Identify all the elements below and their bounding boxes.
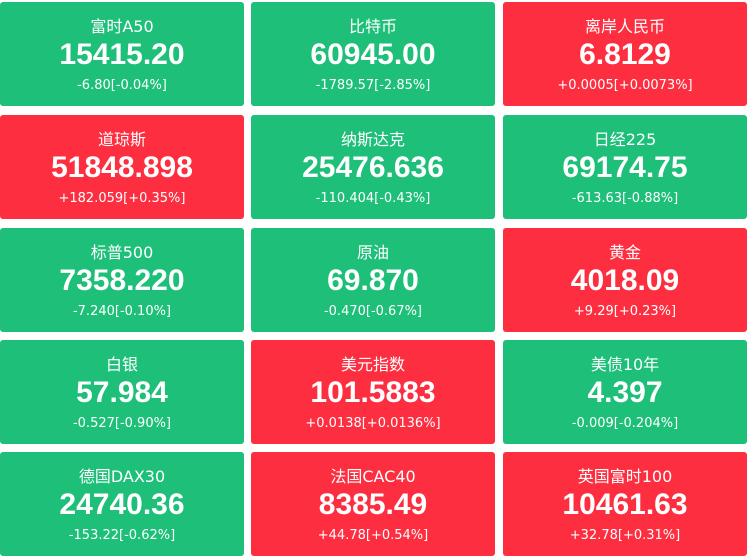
quote-tile: 英国富时100 10461.63 +32.78[+0.31%] <box>503 452 747 556</box>
quote-tile: 标普500 7358.220 -7.240[-0.10%] <box>0 228 244 332</box>
quote-price: 57.984 <box>76 376 168 409</box>
quote-name: 比特币 <box>348 17 397 36</box>
quote-name: 美元指数 <box>340 355 405 374</box>
quote-name: 白银 <box>105 355 138 374</box>
quote-change: -6.80[-0.04%] <box>77 78 167 93</box>
quote-price: 15415.20 <box>59 38 185 71</box>
quote-name: 原油 <box>356 243 389 262</box>
quote-name: 标普500 <box>90 243 154 262</box>
quote-change: +9.29[+0.23%] <box>573 304 677 319</box>
quote-tile: 美债10年 4.397 -0.009[-0.204%] <box>503 340 747 444</box>
quote-name: 法国CAC40 <box>330 467 416 486</box>
quote-tile: 纳斯达克 25476.636 -110.404[-0.43%] <box>251 115 495 219</box>
quote-price: 25476.636 <box>302 151 444 184</box>
quote-tile: 原油 69.870 -0.470[-0.67%] <box>251 228 495 332</box>
quote-price: 69.870 <box>327 264 419 297</box>
quote-price: 101.5883 <box>310 376 436 409</box>
quote-change: +44.78[+0.54%] <box>317 528 429 543</box>
quote-name: 黄金 <box>608 243 641 262</box>
quote-tile: 道琼斯 51848.898 +182.059[+0.35%] <box>0 115 244 219</box>
quote-change: -0.470[-0.67%] <box>323 304 423 319</box>
quote-change: -1789.57[-2.85%] <box>315 78 431 93</box>
quote-name: 离岸人民币 <box>584 17 665 36</box>
quote-price: 7358.220 <box>59 264 185 297</box>
quote-name: 美债10年 <box>590 355 660 374</box>
quote-tile: 白银 57.984 -0.527[-0.90%] <box>0 340 244 444</box>
quote-change: -153.22[-0.62%] <box>68 528 176 543</box>
quote-name: 道琼斯 <box>97 130 146 149</box>
quote-change: -7.240[-0.10%] <box>72 304 172 319</box>
quote-price: 4.397 <box>587 376 663 409</box>
quote-price: 4018.09 <box>570 264 680 297</box>
quote-change: +182.059[+0.35%] <box>58 191 186 206</box>
quote-change: +32.78[+0.31%] <box>569 528 681 543</box>
quote-change: -0.527[-0.90%] <box>72 416 172 431</box>
quote-price: 8385.49 <box>318 488 428 521</box>
quote-price: 24740.36 <box>59 488 185 521</box>
quote-tile: 比特币 60945.00 -1789.57[-2.85%] <box>251 2 495 106</box>
quote-price: 60945.00 <box>310 38 436 71</box>
quote-price: 69174.75 <box>562 151 688 184</box>
quote-tile: 日经225 69174.75 -613.63[-0.88%] <box>503 115 747 219</box>
quote-price: 10461.63 <box>562 488 688 521</box>
quote-change: -110.404[-0.43%] <box>315 191 431 206</box>
quote-tile: 黄金 4018.09 +9.29[+0.23%] <box>503 228 747 332</box>
quote-name: 纳斯达克 <box>340 130 405 149</box>
quote-name: 英国富时100 <box>577 467 673 486</box>
quote-name: 德国DAX30 <box>78 467 166 486</box>
quote-price: 51848.898 <box>51 151 193 184</box>
quote-change: +0.0138[+0.0136%] <box>305 416 441 431</box>
quote-name: 日经225 <box>593 130 657 149</box>
quote-name: 富时A50 <box>90 17 154 36</box>
quote-tile: 德国DAX30 24740.36 -153.22[-0.62%] <box>0 452 244 556</box>
quote-tile: 法国CAC40 8385.49 +44.78[+0.54%] <box>251 452 495 556</box>
quote-tile: 美元指数 101.5883 +0.0138[+0.0136%] <box>251 340 495 444</box>
quote-tile: 富时A50 15415.20 -6.80[-0.04%] <box>0 2 244 106</box>
quote-change: -0.009[-0.204%] <box>571 416 679 431</box>
quote-change: -613.63[-0.88%] <box>571 191 679 206</box>
quote-price: 6.8129 <box>579 38 671 71</box>
quote-change: +0.0005[+0.0073%] <box>557 78 693 93</box>
quote-tile: 离岸人民币 6.8129 +0.0005[+0.0073%] <box>503 2 747 106</box>
